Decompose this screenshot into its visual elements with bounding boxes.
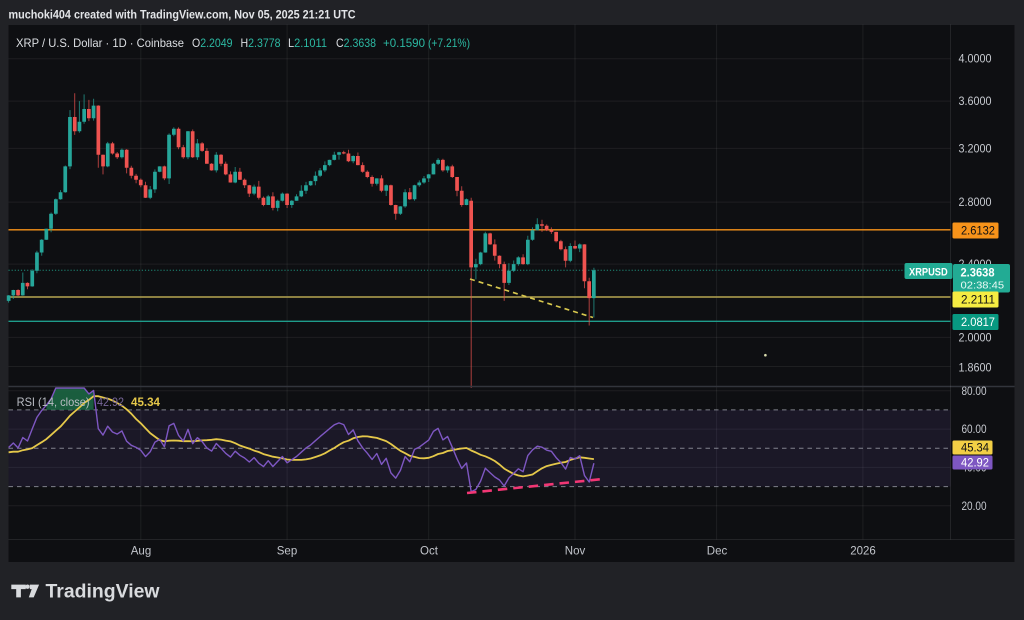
svg-text:+0.1590: +0.1590 (383, 36, 425, 50)
svg-text:2.3638: 2.3638 (961, 266, 995, 280)
svg-text:XRPUSD: XRPUSD (909, 267, 948, 279)
svg-text:XRP / U.S. Dollar · 1D · Coinb: XRP / U.S. Dollar · 1D · Coinbase (16, 36, 184, 50)
svg-text:Sep: Sep (277, 546, 297, 558)
svg-text:Dec: Dec (707, 546, 728, 558)
svg-text:2026: 2026 (850, 546, 876, 558)
svg-text:45.34: 45.34 (961, 443, 990, 455)
svg-text:3.2000: 3.2000 (959, 143, 992, 155)
svg-text:4.0000: 4.0000 (959, 54, 992, 66)
svg-text:2.2111: 2.2111 (961, 295, 995, 307)
svg-text:TradingView: TradingView (46, 581, 160, 602)
svg-text:O2.2049: O2.2049 (192, 36, 233, 50)
svg-text:H2.3778: H2.3778 (241, 36, 281, 50)
svg-text:80.00: 80.00 (962, 386, 987, 398)
svg-text:20.00: 20.00 (962, 501, 987, 513)
svg-text:L2.1011: L2.1011 (288, 36, 327, 50)
svg-text:muchoki404 created with Tradin: muchoki404 created with TradingView.com,… (9, 10, 356, 22)
svg-text:2.0000: 2.0000 (959, 332, 992, 344)
svg-text:60.00: 60.00 (962, 424, 987, 436)
svg-text:C2.3638: C2.3638 (336, 36, 376, 50)
svg-text:42.92: 42.92 (961, 458, 989, 470)
svg-text:Nov: Nov (565, 546, 586, 558)
svg-text:RSI (14, close): RSI (14, close) (17, 395, 90, 409)
svg-text:Aug: Aug (131, 546, 151, 558)
svg-text:(+7.21%): (+7.21%) (428, 36, 470, 50)
svg-text:2.6132: 2.6132 (961, 226, 995, 238)
svg-text:Oct: Oct (420, 546, 439, 558)
svg-text:3.6000: 3.6000 (959, 96, 992, 108)
svg-text:45.34: 45.34 (131, 395, 160, 409)
svg-text:1.8600: 1.8600 (959, 362, 992, 374)
svg-text:42.92: 42.92 (97, 395, 124, 409)
svg-text:2.8000: 2.8000 (959, 197, 992, 209)
svg-text:2.0817: 2.0817 (961, 317, 995, 329)
svg-text:02:38:45: 02:38:45 (961, 280, 1005, 292)
